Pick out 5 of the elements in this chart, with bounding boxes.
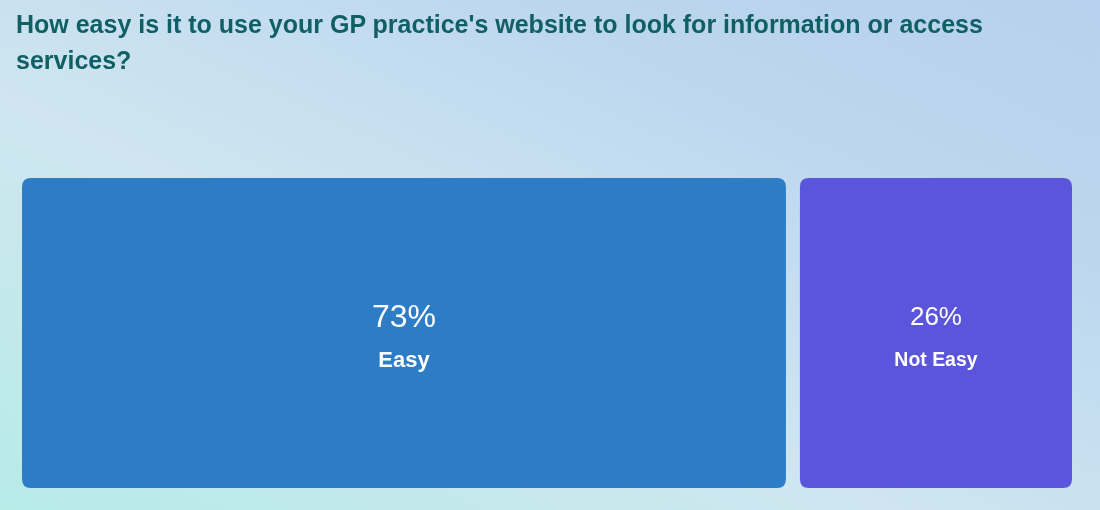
data-label: 73% <box>371 297 436 334</box>
category-label: Easy <box>378 347 431 373</box>
data-label: 26% <box>909 301 962 332</box>
text: How easy is it to use your GP practice's website to look for information or access services? <box>16 9 984 76</box>
category-label: Not Easy <box>894 348 978 371</box>
